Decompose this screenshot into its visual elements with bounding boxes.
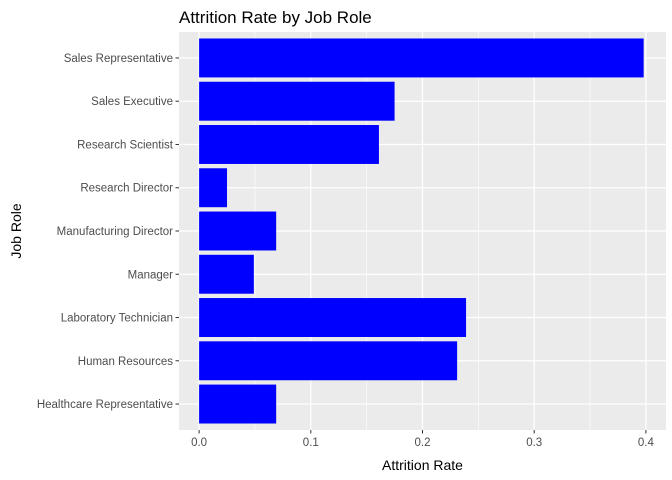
bars (199, 38, 644, 424)
y-tick-label: Sales Executive (91, 96, 173, 108)
y-tick-label: Human Resources (78, 356, 173, 368)
y-tick-label: Laboratory Technician (61, 313, 173, 325)
y-axis-title: Job Role (8, 203, 24, 258)
y-axis-ticks: Healthcare Representative Human Resources… (37, 53, 179, 411)
bar (199, 168, 228, 208)
x-tick-label: 0.1 (303, 437, 319, 449)
y-tick-label: Healthcare Representative (37, 399, 173, 411)
y-tick-label: Sales Representative (64, 53, 173, 65)
x-tick-label: 0.0 (191, 437, 207, 449)
x-axis-ticks: 0.0 0.1 0.2 0.3 0.4 (191, 430, 654, 449)
x-tick-label: 0.4 (638, 437, 655, 449)
chart-title: Attrition Rate by Job Role (179, 8, 372, 27)
x-axis-title: Attrition Rate (382, 457, 463, 473)
x-tick-label: 0.2 (415, 437, 431, 449)
y-tick-label: Manager (128, 269, 174, 281)
y-tick-label: Research Director (80, 183, 173, 195)
bar (199, 341, 458, 381)
bar (199, 81, 395, 121)
bar (199, 38, 644, 78)
x-tick-label: 0.3 (526, 437, 542, 449)
bar (199, 298, 467, 337)
bar (199, 384, 277, 424)
y-tick-label: Research Scientist (77, 139, 174, 151)
y-tick-label: Manufacturing Director (57, 226, 173, 238)
bar (199, 125, 379, 164)
bar (199, 254, 254, 294)
bar (199, 211, 277, 251)
